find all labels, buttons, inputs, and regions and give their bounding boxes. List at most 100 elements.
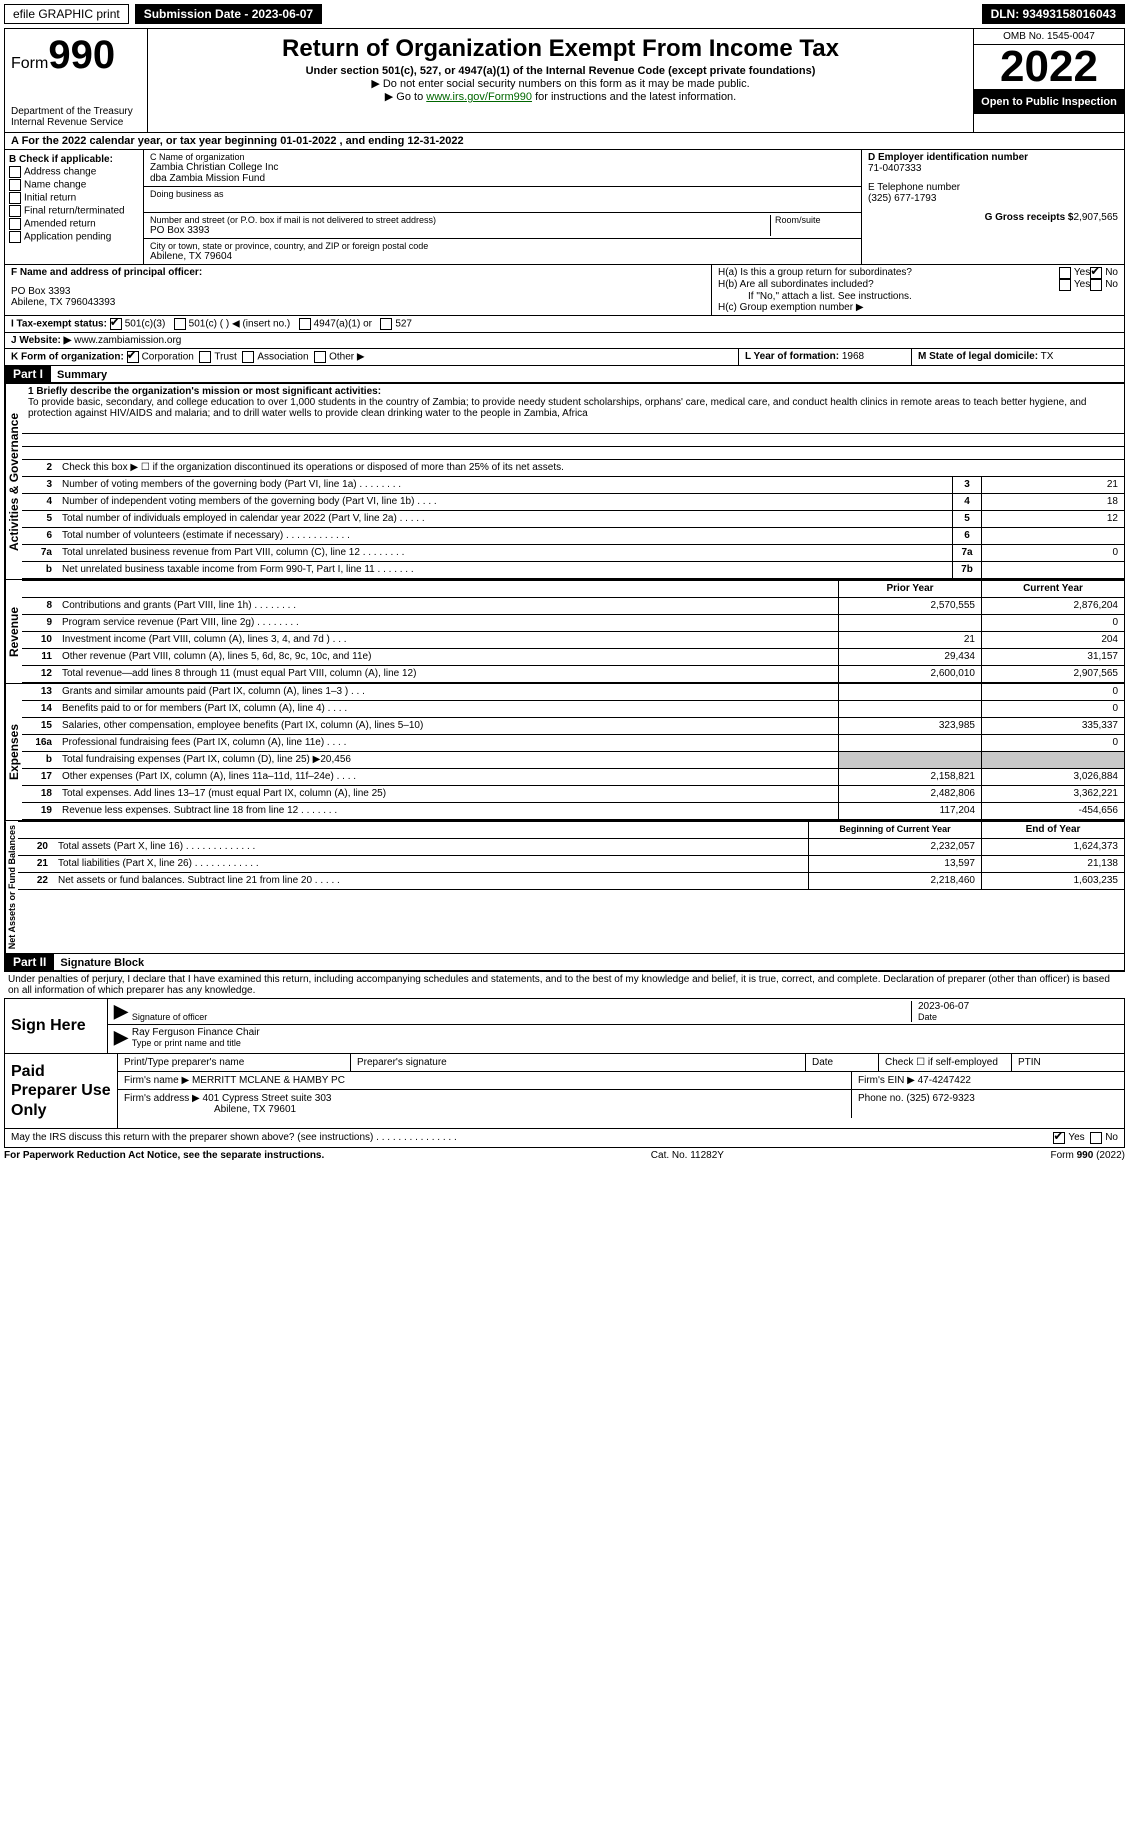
firm-name: MERRITT MCLANE & HAMBY PC bbox=[192, 1075, 345, 1086]
ptin-label: PTIN bbox=[1012, 1054, 1124, 1071]
gov-row: 6Total number of volunteers (estimate if… bbox=[22, 528, 1124, 545]
rev-row: 9Program service revenue (Part VIII, lin… bbox=[22, 615, 1124, 632]
open-public: Open to Public Inspection bbox=[974, 90, 1124, 114]
net-row: 22Net assets or fund balances. Subtract … bbox=[18, 873, 1124, 890]
rev-row: 10Investment income (Part VIII, column (… bbox=[22, 632, 1124, 649]
gov-row: 3Number of voting members of the governi… bbox=[22, 477, 1124, 494]
box-m: M State of legal domicile: TX bbox=[912, 349, 1124, 365]
paid-preparer-block: Paid Preparer Use Only Print/Type prepar… bbox=[4, 1054, 1125, 1129]
sig-date: 2023-06-07 bbox=[918, 1001, 1118, 1012]
form-title: Return of Organization Exempt From Incom… bbox=[156, 35, 965, 63]
gross-value: 2,907,565 bbox=[1074, 212, 1119, 223]
gov-row: 4Number of independent voting members of… bbox=[22, 494, 1124, 511]
prep-name-label: Print/Type preparer's name bbox=[118, 1054, 351, 1071]
exp-row: 18Total expenses. Add lines 13–17 (must … bbox=[22, 786, 1124, 803]
org-name-label: C Name of organization bbox=[150, 152, 855, 162]
street-label: Number and street (or P.O. box if mail i… bbox=[150, 215, 770, 225]
hdr-current: Current Year bbox=[981, 581, 1124, 597]
ein-label: D Employer identification number bbox=[868, 152, 1118, 163]
rev-row: 8Contributions and grants (Part VIII, li… bbox=[22, 598, 1124, 615]
part2-header: Part IISignature Block bbox=[5, 953, 1124, 971]
form-number: Form990 bbox=[11, 33, 141, 78]
gov-row: bNet unrelated business taxable income f… bbox=[22, 562, 1124, 579]
cb-name-change[interactable]: Name change bbox=[9, 179, 139, 191]
box-k: K Form of organization: Corporation Trus… bbox=[5, 349, 739, 365]
tab-revenue: Revenue bbox=[5, 580, 22, 683]
net-row: 21Total liabilities (Part X, line 26) . … bbox=[18, 856, 1124, 873]
row-a-period: A For the 2022 calendar year, or tax yea… bbox=[5, 133, 1124, 150]
rev-row: 12Total revenue—add lines 8 through 11 (… bbox=[22, 666, 1124, 683]
tab-expenses: Expenses bbox=[5, 684, 22, 820]
box-b: B Check if applicable: Address change Na… bbox=[5, 150, 144, 264]
website-note: ▶ Go to www.irs.gov/Form990 for instruct… bbox=[156, 90, 965, 103]
firm-addr: 401 Cypress Street suite 303 bbox=[203, 1093, 332, 1104]
firm-phone: (325) 672-9323 bbox=[906, 1093, 974, 1104]
cb-initial-return[interactable]: Initial return bbox=[9, 192, 139, 204]
line2-checkbox[interactable]: Check this box ▶ ☐ if the organization d… bbox=[58, 460, 1124, 476]
firm-ein: 47-4247422 bbox=[918, 1075, 971, 1086]
form-ref: Form 990 (2022) bbox=[1051, 1150, 1125, 1161]
box-l: L Year of formation: 1968 bbox=[739, 349, 912, 365]
submission-date: Submission Date - 2023-06-07 bbox=[135, 4, 322, 24]
org-dba: dba Zambia Mission Fund bbox=[150, 173, 855, 184]
street: PO Box 3393 bbox=[150, 225, 770, 236]
efile-topbar: efile GRAPHIC print Submission Date - 20… bbox=[4, 4, 1125, 24]
box-j: J Website: ▶ www.zambiamission.org bbox=[5, 333, 1124, 348]
dba-label: Doing business as bbox=[150, 189, 855, 199]
dln: DLN: 93493158016043 bbox=[982, 4, 1125, 24]
ein-value: 71-0407333 bbox=[868, 163, 1118, 174]
net-row: 20Total assets (Part X, line 16) . . . .… bbox=[18, 839, 1124, 856]
cat-no: Cat. No. 11282Y bbox=[651, 1150, 724, 1161]
tab-governance: Activities & Governance bbox=[5, 384, 22, 579]
form-container: Form990 Department of the Treasury Inter… bbox=[4, 28, 1125, 972]
exp-row: 13Grants and similar amounts paid (Part … bbox=[22, 684, 1124, 701]
penalty-statement: Under penalties of perjury, I declare th… bbox=[4, 972, 1125, 998]
cb-final-return[interactable]: Final return/terminated bbox=[9, 205, 139, 217]
prep-sig-label: Preparer's signature bbox=[351, 1054, 806, 1071]
hdr-prior: Prior Year bbox=[838, 581, 981, 597]
discuss-row: May the IRS discuss this return with the… bbox=[4, 1129, 1125, 1148]
box-b-title: B Check if applicable: bbox=[9, 154, 139, 165]
tax-year: 2022 bbox=[974, 45, 1124, 90]
paid-prep-label: Paid Preparer Use Only bbox=[5, 1054, 118, 1128]
tab-netassets: Net Assets or Fund Balances bbox=[5, 821, 18, 953]
exp-row: 16aProfessional fundraising fees (Part I… bbox=[22, 735, 1124, 752]
form-subtitle: Under section 501(c), 527, or 4947(a)(1)… bbox=[156, 65, 965, 77]
org-name: Zambia Christian College Inc bbox=[150, 162, 855, 173]
irs-link[interactable]: www.irs.gov/Form990 bbox=[426, 91, 532, 103]
box-c: C Name of organization Zambia Christian … bbox=[144, 150, 861, 264]
phone-label: E Telephone number bbox=[868, 182, 1118, 193]
sig-officer-label: Signature of officer bbox=[132, 1012, 911, 1022]
dept-treasury: Department of the Treasury Internal Reve… bbox=[11, 106, 141, 128]
paperwork-notice: For Paperwork Reduction Act Notice, see … bbox=[4, 1150, 324, 1161]
cb-app-pending[interactable]: Application pending bbox=[9, 231, 139, 243]
ssn-note: ▶ Do not enter social security numbers o… bbox=[156, 77, 965, 90]
line1-mission: 1 Briefly describe the organization's mi… bbox=[22, 384, 1124, 421]
officer-name: Ray Ferguson Finance Chair bbox=[132, 1027, 1118, 1038]
cb-amended[interactable]: Amended return bbox=[9, 218, 139, 230]
self-emp[interactable]: Check ☐ if self-employed bbox=[879, 1054, 1012, 1071]
cb-address-change[interactable]: Address change bbox=[9, 166, 139, 178]
rev-row: 11Other revenue (Part VIII, column (A), … bbox=[22, 649, 1124, 666]
city-label: City or town, state or province, country… bbox=[150, 241, 855, 251]
gov-row: 7aTotal unrelated business revenue from … bbox=[22, 545, 1124, 562]
box-f: F Name and address of principal officer:… bbox=[5, 265, 712, 315]
prep-date-label: Date bbox=[806, 1054, 879, 1071]
phone-value: (325) 677-1793 bbox=[868, 193, 1118, 204]
efile-label: efile GRAPHIC print bbox=[4, 4, 129, 24]
hdr-end: End of Year bbox=[981, 822, 1124, 838]
exp-row: 17Other expenses (Part IX, column (A), l… bbox=[22, 769, 1124, 786]
gross-label: G Gross receipts $ bbox=[985, 212, 1074, 223]
exp-row: 15Salaries, other compensation, employee… bbox=[22, 718, 1124, 735]
sign-here-label: Sign Here bbox=[5, 999, 108, 1053]
room-label: Room/suite bbox=[775, 215, 855, 225]
box-h: H(a) Is this a group return for subordin… bbox=[712, 265, 1124, 315]
exp-row: 14Benefits paid to or for members (Part … bbox=[22, 701, 1124, 718]
hdr-begin: Beginning of Current Year bbox=[808, 822, 981, 838]
exp-row: bTotal fundraising expenses (Part IX, co… bbox=[22, 752, 1124, 769]
sign-here-block: Sign Here ▶ Signature of officer 2023-06… bbox=[4, 998, 1125, 1054]
page-footer: For Paperwork Reduction Act Notice, see … bbox=[4, 1148, 1125, 1163]
part1-header: Part ISummary bbox=[5, 365, 1124, 383]
gov-row: 5Total number of individuals employed in… bbox=[22, 511, 1124, 528]
box-d-e-g: D Employer identification number 71-0407… bbox=[861, 150, 1124, 264]
